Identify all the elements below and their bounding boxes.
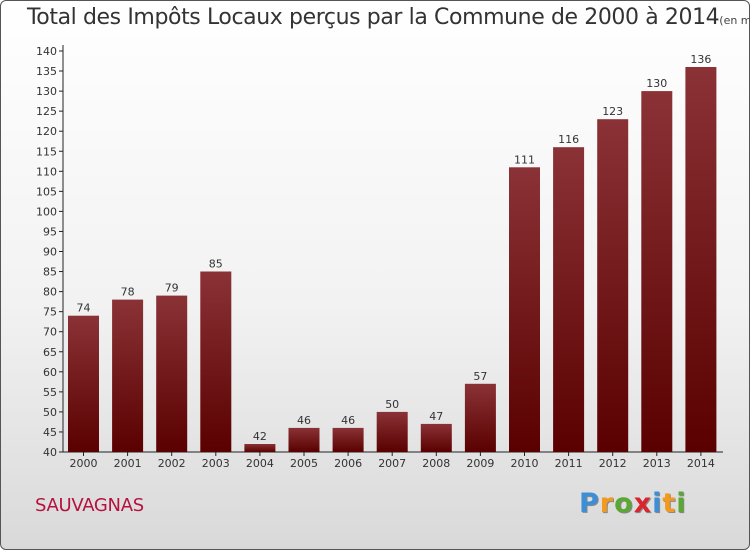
logo-letter: o — [614, 488, 634, 519]
x-tick-label: 2013 — [643, 457, 671, 470]
y-tick-label: 75 — [43, 306, 57, 319]
y-tick-label: 65 — [43, 346, 57, 359]
y-tick-label: 105 — [36, 185, 57, 198]
y-tick-label: 125 — [36, 105, 57, 118]
y-tick-label: 60 — [43, 366, 57, 379]
x-tick-label: 2006 — [334, 457, 362, 470]
x-tick-label: 2014 — [687, 457, 715, 470]
logo-letter: r — [599, 488, 615, 519]
bar — [288, 427, 320, 452]
bar — [509, 167, 540, 453]
bar — [685, 67, 717, 452]
bar-value-label: 116 — [558, 133, 579, 146]
bar — [68, 315, 99, 452]
bar-value-label: 74 — [77, 302, 91, 315]
bar — [244, 444, 276, 452]
y-tick-label: 70 — [43, 326, 57, 339]
y-tick-label: 135 — [36, 65, 57, 78]
bar-value-label: 42 — [253, 430, 267, 443]
x-tick-label: 2001 — [114, 457, 142, 470]
y-tick-label: 45 — [43, 426, 57, 439]
axes: 40 45 50 55 60 65 70 75 80 85 90 95 100 105 110 115 120 1… — [36, 45, 723, 470]
bar-value-label: 47 — [429, 410, 443, 423]
bar-value-label: 111 — [514, 153, 535, 166]
x-tick-label: 2002 — [158, 457, 186, 470]
bar — [332, 427, 364, 452]
y-tick-label: 40 — [43, 446, 57, 459]
bar-value-label: 46 — [341, 414, 355, 427]
proxiti-logo: Proxiti — [579, 488, 687, 519]
y-tick-label: 50 — [43, 406, 57, 419]
x-tick-label: 2007 — [378, 457, 406, 470]
x-tick-label: 2005 — [290, 457, 318, 470]
bar-value-label: 79 — [165, 282, 179, 295]
y-tick-label: 80 — [43, 286, 57, 299]
bar-value-label: 46 — [297, 414, 311, 427]
bar — [464, 383, 496, 452]
y-tick-label: 130 — [36, 85, 57, 98]
bar — [112, 299, 144, 452]
y-tick-label: 95 — [43, 225, 57, 238]
bar-value-label: 50 — [385, 398, 399, 411]
logo-letter: t — [662, 488, 677, 519]
x-tick-label: 2011 — [555, 457, 583, 470]
x-tick-label: 2010 — [511, 457, 539, 470]
x-tick-label: 2004 — [246, 457, 274, 470]
y-tick-label: 100 — [36, 205, 57, 218]
logo-letter: i — [652, 488, 663, 519]
logo-letter: x — [633, 488, 653, 519]
logo-letter: P — [579, 488, 600, 519]
y-tick-label: 120 — [36, 125, 57, 138]
bar — [597, 119, 629, 452]
x-tick-label: 2003 — [202, 457, 230, 470]
y-tick-label: 55 — [43, 386, 57, 399]
logo-letter: i — [676, 488, 687, 519]
chart-subtitle: (en milliers d'€) — [719, 14, 749, 27]
bar-value-label: 130 — [646, 77, 667, 90]
bar — [376, 411, 408, 452]
y-tick-label: 90 — [43, 246, 57, 259]
chart-title: Total des Impôts Locaux perçus par la Co… — [27, 5, 749, 30]
bar — [420, 423, 452, 452]
y-tick-label: 115 — [36, 145, 57, 158]
bar — [641, 91, 673, 452]
chart-title-main: Total des Impôts Locaux perçus par la Co… — [27, 5, 720, 30]
bar-value-label: 85 — [209, 258, 223, 271]
bars: 74 78 79 85 42 46 46 50 47 57 111 116 123 130 136 — [68, 53, 717, 453]
y-tick-label: 85 — [43, 266, 57, 279]
bar-value-label: 136 — [690, 53, 711, 66]
y-tick-label: 140 — [36, 45, 57, 58]
bar-value-label: 57 — [473, 370, 487, 383]
bar-value-label: 78 — [121, 286, 135, 299]
bar — [156, 295, 188, 452]
bar — [553, 147, 585, 452]
x-tick-label: 2012 — [599, 457, 627, 470]
commune-name: SAUVAGNAS — [35, 495, 144, 516]
x-tick-label: 2008 — [422, 457, 450, 470]
bar-value-label: 123 — [602, 105, 623, 118]
x-tick-label: 2000 — [70, 457, 98, 470]
x-tick-label: 2009 — [466, 457, 494, 470]
bar — [200, 271, 232, 452]
y-tick-label: 110 — [36, 165, 57, 178]
